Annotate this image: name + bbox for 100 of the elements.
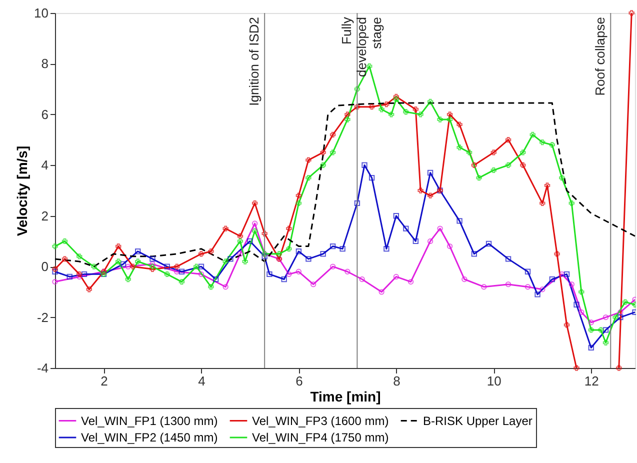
point — [198, 251, 204, 257]
point — [320, 162, 326, 168]
point — [384, 246, 390, 252]
point — [252, 220, 258, 226]
point — [490, 150, 496, 156]
point — [602, 314, 609, 320]
point — [549, 276, 555, 282]
point — [578, 309, 584, 316]
point — [242, 258, 248, 264]
point — [310, 281, 316, 288]
point — [437, 116, 443, 122]
point — [412, 238, 419, 244]
point — [296, 268, 302, 274]
point — [505, 281, 512, 288]
point — [622, 299, 628, 305]
point — [549, 142, 555, 148]
point — [306, 256, 312, 262]
point — [456, 122, 462, 128]
point — [427, 98, 434, 105]
point — [388, 112, 394, 118]
point — [574, 365, 580, 371]
point — [403, 109, 409, 115]
x-tick-label: 10 — [486, 374, 502, 388]
x-axis-title: Time [min] — [310, 388, 381, 404]
point — [222, 258, 228, 264]
point — [320, 150, 326, 156]
point — [578, 289, 584, 295]
point — [306, 157, 312, 163]
point — [456, 218, 462, 224]
point — [616, 365, 622, 371]
point — [490, 167, 496, 174]
point — [568, 281, 574, 288]
point — [612, 314, 618, 320]
point — [330, 264, 336, 270]
point — [378, 289, 384, 295]
point — [150, 261, 156, 267]
point — [125, 264, 131, 270]
point — [120, 261, 126, 267]
point — [598, 327, 604, 333]
point — [178, 268, 185, 274]
point — [354, 86, 360, 92]
point — [393, 96, 400, 102]
point — [296, 192, 302, 198]
point — [588, 327, 594, 333]
point — [418, 188, 424, 194]
ref-line-label: Fully developed stage — [339, 16, 384, 77]
point — [208, 248, 214, 254]
point — [91, 264, 97, 270]
x-tick-label: 8 — [393, 374, 400, 388]
point — [588, 320, 594, 326]
point — [296, 200, 302, 206]
point — [393, 274, 400, 280]
point — [86, 286, 92, 292]
point — [52, 266, 58, 272]
point — [359, 276, 365, 282]
point — [427, 170, 434, 176]
point — [116, 243, 122, 250]
point — [427, 238, 434, 244]
point — [481, 284, 487, 290]
point — [194, 264, 200, 270]
point — [588, 344, 594, 351]
point — [486, 240, 492, 247]
x-tick-label: 4 — [198, 374, 206, 388]
point — [266, 271, 272, 278]
point — [286, 246, 292, 252]
point — [540, 139, 546, 146]
point — [116, 258, 122, 264]
point — [628, 10, 634, 16]
y-tick-label: 2 — [41, 208, 48, 224]
point — [66, 274, 72, 280]
point — [320, 251, 326, 257]
y-tick-label: 6 — [41, 106, 48, 122]
point — [564, 271, 570, 278]
point — [618, 314, 624, 320]
point — [524, 284, 531, 290]
point — [540, 200, 546, 206]
legend-label: Vel_WIN_FP2 (1450 mm) — [81, 430, 218, 444]
point — [340, 246, 346, 252]
point — [520, 150, 526, 156]
point — [76, 254, 82, 260]
point — [564, 322, 570, 328]
point — [437, 226, 443, 232]
point — [540, 286, 546, 292]
point — [446, 243, 453, 250]
point — [520, 162, 526, 168]
point — [76, 271, 82, 278]
point — [208, 284, 214, 290]
point — [466, 150, 472, 156]
point — [393, 94, 400, 100]
point — [135, 258, 141, 264]
point — [330, 132, 336, 138]
point — [344, 112, 350, 118]
point — [427, 192, 434, 198]
y-tick-label: -4 — [36, 360, 48, 376]
point — [150, 266, 156, 272]
x-tick-label: 2 — [100, 374, 108, 388]
legend-label: Vel_WIN_FP1 (1300 mm) — [81, 414, 218, 428]
point — [150, 264, 156, 270]
point — [505, 162, 512, 168]
x-tick-label: 12 — [584, 374, 599, 388]
